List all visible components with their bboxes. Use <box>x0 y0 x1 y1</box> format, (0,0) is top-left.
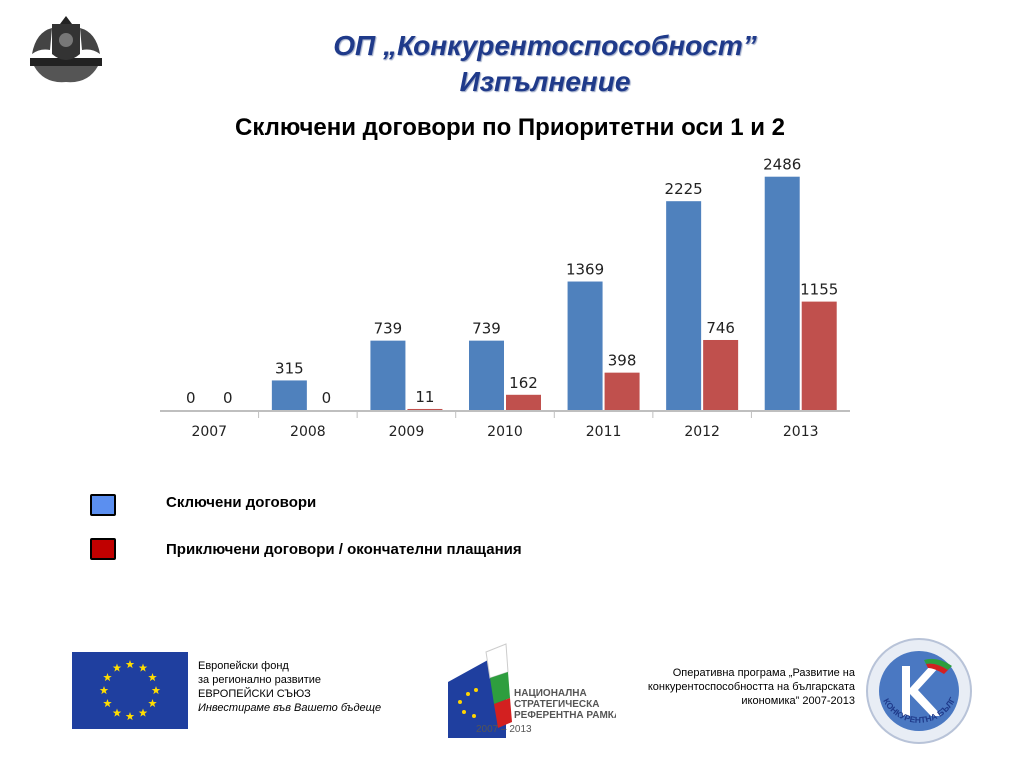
x-tick-label-2013: 2013 <box>783 424 819 440</box>
bar-completed-2009 <box>407 408 443 410</box>
legend-swatch-completed <box>90 538 116 560</box>
data-label-completed-2011: 398 <box>608 352 637 370</box>
eu-star-icon <box>138 663 148 672</box>
x-tick-label-2007: 2007 <box>191 424 227 440</box>
bar-concluded-2010 <box>469 340 504 410</box>
eu-star-icon <box>112 708 122 717</box>
legend-label-completed: Приключени договори / окончателни плащан… <box>166 541 522 558</box>
data-label-completed-2008: 0 <box>322 389 332 407</box>
data-label-concluded-2007: 0 <box>186 389 196 407</box>
data-label-concluded-2011: 1369 <box>566 261 604 279</box>
legend-label-concluded: Сключени договори <box>166 494 317 511</box>
eu-star-icon <box>138 708 148 717</box>
nsrf-logo: НАЦИОНАЛНА СТРАТЕГИЧЕСКА РЕФЕРЕНТНА РАМК… <box>448 643 616 738</box>
data-label-completed-2012: 746 <box>706 319 735 337</box>
nsrf-line-4: 2007 – 2013 <box>476 724 532 735</box>
data-label-completed-2013: 1155 <box>800 281 838 299</box>
coat-of-arms-icon <box>30 16 102 83</box>
eu-flag-icon <box>72 652 188 729</box>
bar-completed-2010 <box>506 394 541 410</box>
eu-star-icon <box>103 699 112 708</box>
legend-swatch-concluded <box>90 494 116 516</box>
eu-star-icon <box>99 686 109 695</box>
konkurentna-bulgaria-logo: КОНКУРЕНТНА БЪЛГАРИЯ <box>864 636 972 744</box>
nsrf-line-3: РЕФЕРЕНТНА РАМКА <box>514 710 616 721</box>
eu-line-2: за регионално развитие <box>198 674 322 686</box>
page-title: ОП „Конкурентоспособност” <box>333 30 757 61</box>
x-tick-label-2010: 2010 <box>487 424 523 440</box>
bar-concluded-2011 <box>567 281 603 410</box>
data-label-concluded-2008: 315 <box>275 359 304 377</box>
bar-completed-2012 <box>703 339 739 410</box>
data-label-completed-2007: 0 <box>223 389 233 407</box>
eu-line-4: Инвестираме във Вашето бъдеще <box>198 702 382 714</box>
chart-title: Сключени договори по Приоритетни оси 1 и… <box>235 114 785 141</box>
bar-concluded-2009 <box>370 340 406 410</box>
eu-line-3: ЕВРОПЕЙСКИ СЪЮЗ <box>198 688 311 700</box>
x-tick-label-2008: 2008 <box>290 424 326 440</box>
bar-completed-2013 <box>801 301 837 410</box>
x-tick-label-2012: 2012 <box>684 424 720 440</box>
eu-star-icon <box>148 699 157 708</box>
op-line-3: икономика” 2007-2013 <box>741 695 855 707</box>
x-tick-label-2009: 2009 <box>389 424 425 440</box>
eu-star-icon <box>125 712 135 721</box>
op-line-1: Оперативна програма „Развитие на <box>672 667 855 679</box>
op-program-text: Оперативна програма „Развитие на конкуре… <box>630 666 855 708</box>
data-label-concluded-2010: 739 <box>472 320 501 338</box>
nsrf-line-1: НАЦИОНАЛНА <box>514 688 587 699</box>
bar-chart: 0 0 2007 315 0 2008 739 11 2009 739 162 2010 1369 398… <box>160 156 850 440</box>
bar-concluded-2013 <box>764 176 800 410</box>
data-label-concluded-2009: 739 <box>374 320 403 338</box>
nsrf-line-2: СТРАТЕГИЧЕСКА <box>514 699 599 710</box>
data-label-concluded-2012: 2225 <box>665 180 703 198</box>
data-label-completed-2010: 162 <box>509 374 538 392</box>
data-label-completed-2009: 11 <box>415 388 434 406</box>
x-tick-label-2011: 2011 <box>586 424 622 440</box>
eu-star-icon <box>148 673 157 682</box>
op-line-2: конкурентоспособността на българската <box>647 681 855 693</box>
page-subtitle: Изпълнение <box>459 66 631 97</box>
bar-concluded-2008 <box>271 380 307 410</box>
eu-star-icon <box>151 686 161 695</box>
bar-concluded-2012 <box>666 201 702 410</box>
eu-line-1: Европейски фонд <box>198 660 289 672</box>
eu-star-icon <box>112 663 122 672</box>
eu-fund-text: Европейски фонд за регионално развитие Е… <box>198 659 381 715</box>
bar-completed-2011 <box>604 372 640 410</box>
eu-star-icon <box>125 660 135 669</box>
eu-star-icon <box>103 673 112 682</box>
data-label-concluded-2013: 2486 <box>763 156 801 174</box>
